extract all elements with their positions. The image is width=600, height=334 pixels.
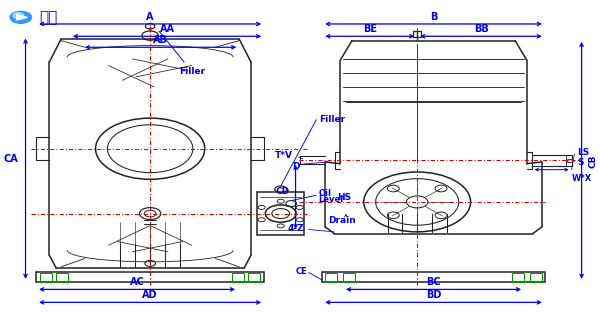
Bar bbox=[248, 273, 260, 282]
Bar bbox=[232, 273, 244, 282]
Text: BC: BC bbox=[426, 277, 441, 287]
Text: BB: BB bbox=[473, 24, 488, 34]
Bar bbox=[325, 273, 337, 282]
Text: AC: AC bbox=[130, 277, 145, 287]
Text: HS: HS bbox=[337, 193, 351, 202]
Text: AD: AD bbox=[142, 290, 158, 300]
Text: CA: CA bbox=[4, 154, 19, 164]
Bar bbox=[322, 273, 545, 282]
Polygon shape bbox=[17, 15, 28, 20]
Text: D: D bbox=[292, 162, 299, 171]
Text: AB: AB bbox=[153, 35, 168, 45]
Bar bbox=[40, 273, 52, 282]
Bar bbox=[343, 273, 355, 282]
Text: Drain: Drain bbox=[328, 216, 356, 225]
Text: Filler: Filler bbox=[159, 31, 205, 76]
Text: Oil: Oil bbox=[319, 189, 332, 198]
Bar bbox=[413, 31, 421, 37]
Text: 規格: 規格 bbox=[39, 10, 58, 25]
Bar bbox=[36, 273, 264, 282]
Bar bbox=[512, 273, 524, 282]
Text: 4-Z: 4-Z bbox=[288, 224, 304, 233]
Text: T*V: T*V bbox=[275, 151, 293, 160]
Text: B: B bbox=[430, 12, 437, 22]
Text: Filler: Filler bbox=[319, 115, 346, 124]
Text: BE: BE bbox=[363, 24, 377, 34]
Text: BD: BD bbox=[426, 290, 441, 300]
Bar bbox=[530, 273, 542, 282]
Bar bbox=[56, 273, 68, 282]
Text: AA: AA bbox=[160, 24, 175, 34]
Text: CB: CB bbox=[588, 154, 597, 168]
Circle shape bbox=[13, 13, 24, 19]
Text: A: A bbox=[146, 12, 154, 22]
Text: S: S bbox=[577, 158, 584, 167]
Text: Level: Level bbox=[319, 195, 344, 204]
Bar bbox=[257, 192, 304, 235]
Text: CD: CD bbox=[275, 187, 290, 196]
Bar bbox=[567, 159, 572, 162]
Text: CE: CE bbox=[296, 267, 307, 276]
Text: W*X: W*X bbox=[572, 174, 592, 183]
Circle shape bbox=[10, 11, 31, 23]
Text: LS: LS bbox=[577, 148, 590, 157]
